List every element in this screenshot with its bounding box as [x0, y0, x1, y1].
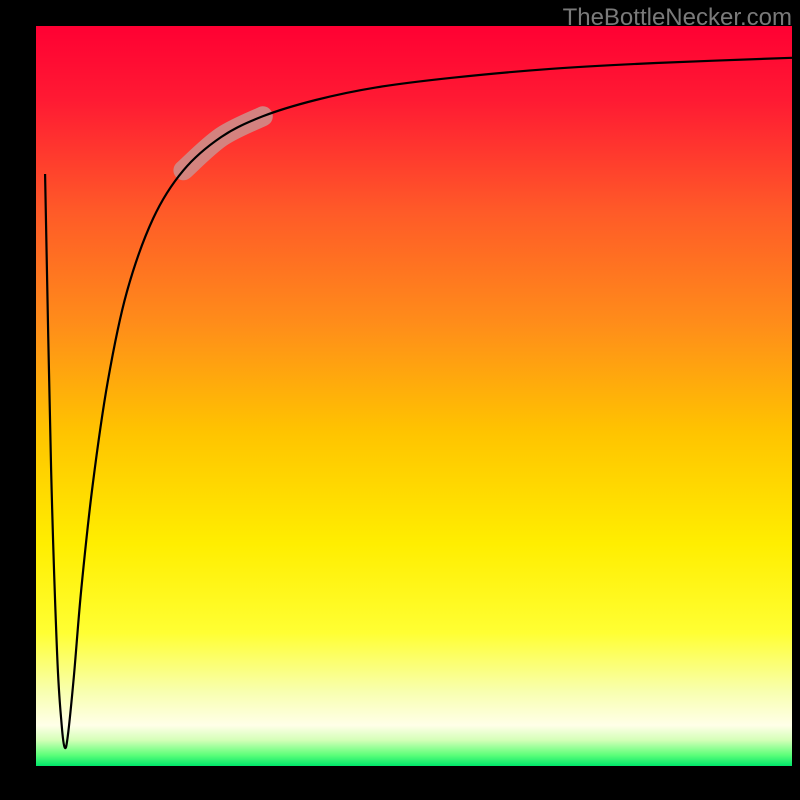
plot-area: [36, 26, 792, 766]
chart-svg: [36, 26, 792, 766]
bottleneck-curve: [45, 58, 792, 748]
chart-container: TheBottleNecker.com: [0, 0, 800, 800]
highlight-segment: [183, 116, 262, 170]
watermark-label: TheBottleNecker.com: [563, 4, 792, 32]
